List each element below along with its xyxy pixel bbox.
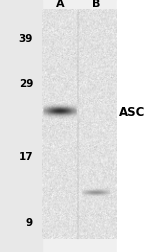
Text: 9: 9 [26, 218, 33, 228]
Text: B: B [92, 0, 100, 9]
Text: 17: 17 [18, 152, 33, 163]
Text: 29: 29 [19, 79, 33, 89]
Text: ASC: ASC [119, 106, 145, 119]
Text: A: A [56, 0, 64, 9]
Text: 39: 39 [19, 34, 33, 44]
Bar [0, 0, 42, 252]
Bar [117, 0, 150, 252]
